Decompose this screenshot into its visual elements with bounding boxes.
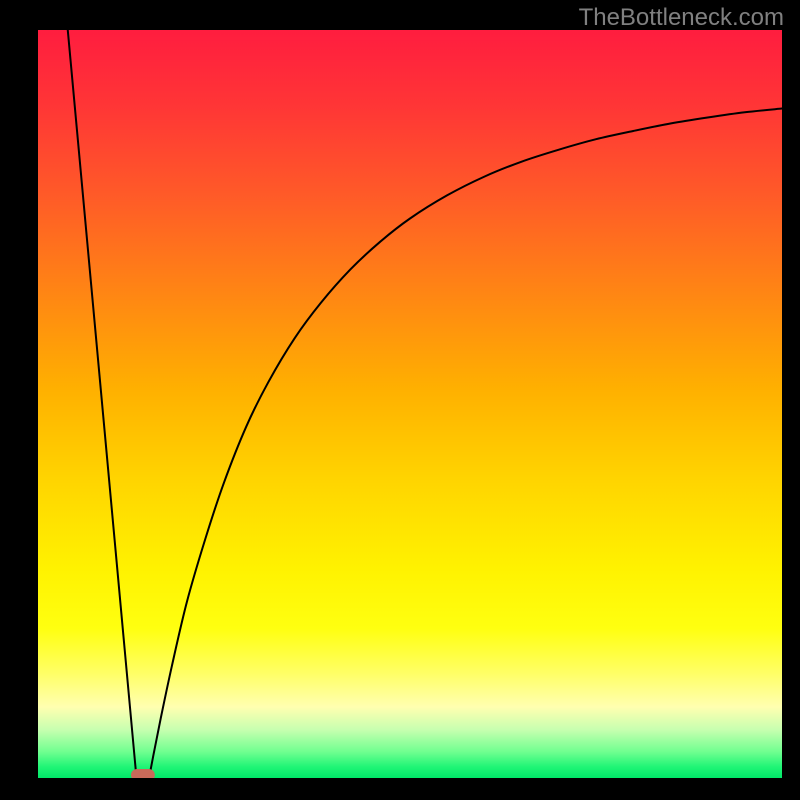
bottleneck-chart (38, 30, 782, 778)
optimal-marker (131, 769, 155, 778)
chart-container: TheBottleneck.com (0, 0, 800, 800)
watermark-text: TheBottleneck.com (579, 4, 784, 32)
gradient-background (38, 30, 782, 778)
